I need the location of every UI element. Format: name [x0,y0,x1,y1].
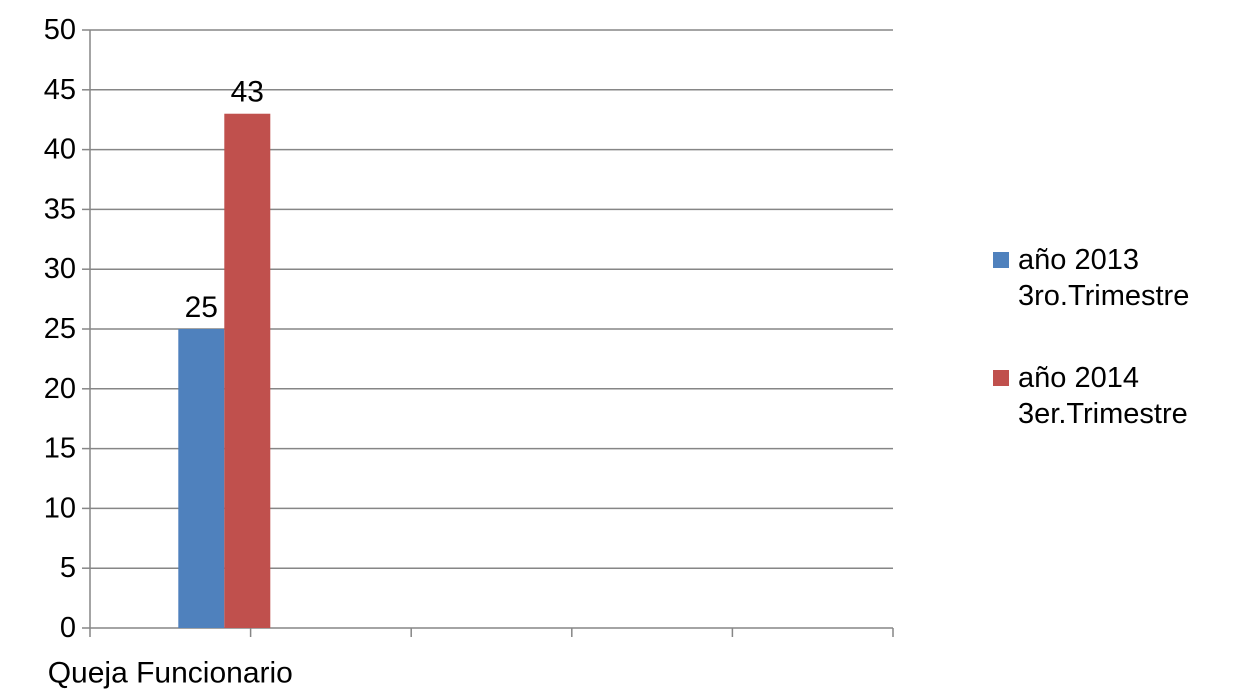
y-tick-label: 15 [44,433,76,465]
legend-entry: año 2013 3ro.Trimestre [993,244,1189,312]
legend-label: año 2014 [1018,362,1139,394]
bars [178,113,271,629]
data-label: 43 [231,76,264,109]
y-tick-label: 40 [44,134,76,166]
y-tick-label: 20 [44,373,76,405]
y-tick-label: 35 [44,193,76,225]
legend-swatch [993,370,1009,386]
legend-swatch [993,252,1009,268]
y-tick-label: 0 [60,612,76,644]
axes [82,29,894,637]
legend-label: año 2013 [1018,244,1139,276]
y-tick-label: 5 [60,552,76,584]
x-category-label: Queja Funcionario [48,657,293,690]
bar [224,113,271,629]
y-tick-label: 50 [44,14,76,46]
y-tick-label: 30 [44,253,76,285]
legend-entry: año 2014 3er.Trimestre [993,362,1188,430]
y-tick-label: 45 [44,74,76,106]
bar [178,329,225,628]
legend-label: 3ro.Trimestre [1018,280,1189,312]
data-label: 25 [185,291,218,324]
y-tick-label: 10 [44,492,76,524]
legend-label: 3er.Trimestre [1018,398,1188,430]
legend: año 2013 3ro.Trimestre año 2014 3er.Trimest… [993,244,1189,430]
y-tick-label: 25 [44,313,76,345]
labels: 0 5 10 15 20 25 30 35 40 45 50 25 43 Queja Funcionari… [44,14,293,690]
